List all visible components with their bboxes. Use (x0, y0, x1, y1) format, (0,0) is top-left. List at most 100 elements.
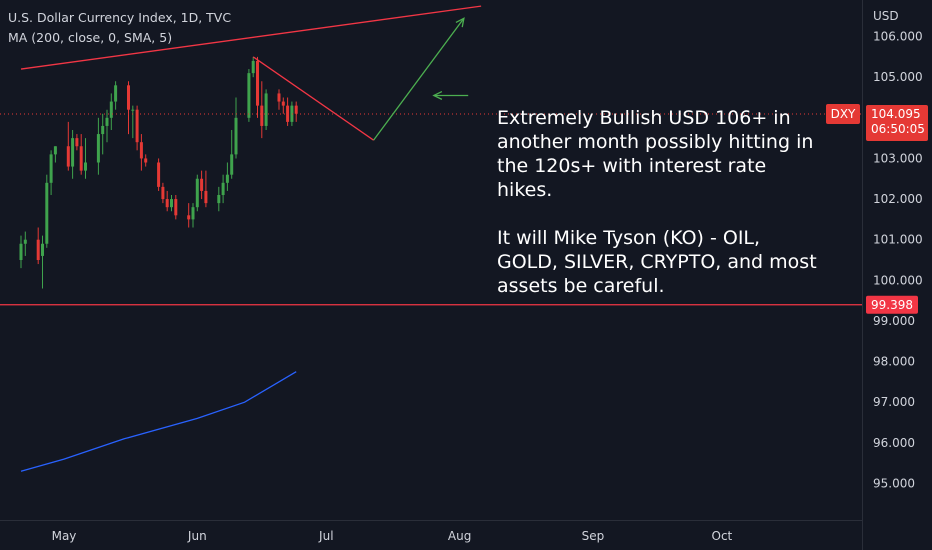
countdown-label: 06:50:05 (871, 122, 925, 136)
time-axis[interactable]: May Jun Jul Aug Sep Oct (0, 520, 862, 550)
candle-body (49, 154, 53, 183)
candle[interactable] (195, 174, 199, 212)
candle-body (131, 109, 135, 111)
price-tick-label: 106.000 (873, 30, 923, 44)
candle[interactable] (109, 93, 113, 130)
candle[interactable] (161, 182, 165, 204)
annotation-line-1: Extremely Bullish USD 106+ in another mo… (497, 107, 814, 201)
candle[interactable] (105, 109, 109, 143)
candle[interactable] (277, 89, 281, 110)
candle[interactable] (114, 81, 118, 110)
candle[interactable] (264, 89, 268, 130)
candle-body (217, 195, 221, 204)
candle[interactable] (260, 81, 264, 139)
last-price-label: 104.095 (871, 107, 921, 121)
last-price-badge[interactable] (866, 104, 928, 141)
candle-body (204, 190, 208, 204)
symbol-badge-label: DXY (831, 107, 856, 121)
pointer-arrowhead (432, 90, 443, 100)
candle[interactable] (36, 227, 40, 265)
candle[interactable] (247, 69, 251, 122)
candle[interactable] (230, 130, 234, 179)
candle[interactable] (281, 97, 285, 114)
candle-body (114, 85, 118, 102)
resistance-trendline[interactable] (20, 5, 482, 70)
candle-body (187, 215, 191, 220)
time-tick-label: Aug (448, 529, 471, 543)
symbol-title[interactable]: U.S. Dollar Currency Index, 1D, TVC (8, 10, 232, 25)
candle-body (19, 243, 23, 260)
candle-body (41, 243, 44, 256)
projection-up-arrowhead (455, 17, 465, 28)
projection-up-arrow[interactable] (373, 17, 465, 141)
candle[interactable] (66, 121, 70, 171)
ma-200-line[interactable] (20, 371, 297, 472)
candle[interactable] (79, 134, 83, 175)
candle[interactable] (19, 235, 23, 269)
projection-down-line[interactable] (252, 56, 374, 141)
price-tick-label: 95.000 (873, 476, 915, 490)
candle[interactable] (170, 195, 173, 212)
candle[interactable] (217, 186, 221, 212)
candle[interactable] (256, 56, 259, 118)
candle[interactable] (144, 154, 148, 167)
time-tick-label: Jul (318, 529, 333, 543)
candle-body (139, 142, 143, 159)
candle[interactable] (221, 174, 225, 204)
price-axis[interactable]: USD 95.000 96.000 97.000 98.000 99.000 100.000… (826, 0, 932, 550)
candle[interactable] (174, 195, 178, 220)
candle-body (161, 186, 165, 200)
candle-body (157, 162, 161, 187)
candle-body (170, 199, 173, 208)
candle[interactable] (200, 170, 204, 200)
candle-body (281, 101, 285, 106)
chart-legend: U.S. Dollar Currency Index, 1D, TVC MA (… (8, 8, 231, 48)
candle-body (71, 138, 75, 167)
candle[interactable] (84, 138, 87, 179)
candle-body (260, 105, 264, 126)
candle[interactable] (204, 170, 208, 208)
candle[interactable] (294, 101, 298, 122)
candle[interactable] (251, 56, 255, 78)
candle[interactable] (290, 101, 294, 126)
price-tick-label: 96.000 (873, 436, 915, 450)
time-tick-label: May (52, 529, 77, 543)
levels-layer (0, 113, 862, 306)
candle-body (36, 239, 40, 260)
candle[interactable] (127, 81, 130, 135)
candle[interactable] (131, 105, 135, 139)
candle-body (221, 182, 225, 195)
symbol-badge[interactable] (826, 103, 860, 124)
candle-body (101, 125, 105, 135)
candle[interactable] (101, 113, 105, 155)
price-tick-label: 97.000 (873, 395, 915, 409)
candle[interactable] (53, 146, 57, 163)
indicator-label[interactable]: MA (200, close, 0, SMA, 5) (8, 30, 173, 45)
candle[interactable] (45, 174, 49, 248)
price-tick-label: 99.000 (873, 314, 915, 328)
candle[interactable] (75, 134, 79, 151)
candle[interactable] (191, 203, 195, 228)
candle[interactable] (165, 190, 169, 212)
candle[interactable] (139, 134, 143, 171)
time-tick-label: Sep (582, 529, 605, 543)
candle[interactable] (187, 203, 191, 228)
candle[interactable] (135, 105, 139, 151)
candle[interactable] (96, 117, 100, 175)
candle[interactable] (286, 97, 290, 126)
support-price-badge[interactable] (866, 295, 918, 314)
candle[interactable] (234, 97, 238, 159)
time-tick-label: Oct (712, 529, 733, 543)
candle-body (66, 146, 70, 167)
candle[interactable] (41, 235, 44, 289)
candle-body (165, 199, 169, 208)
candle[interactable] (71, 130, 75, 179)
candle[interactable] (23, 231, 27, 256)
candle[interactable] (49, 150, 53, 195)
candle[interactable] (225, 162, 229, 191)
candle-body (286, 105, 290, 122)
candle[interactable] (157, 158, 161, 191)
support-price-label: 99.398 (871, 298, 913, 312)
